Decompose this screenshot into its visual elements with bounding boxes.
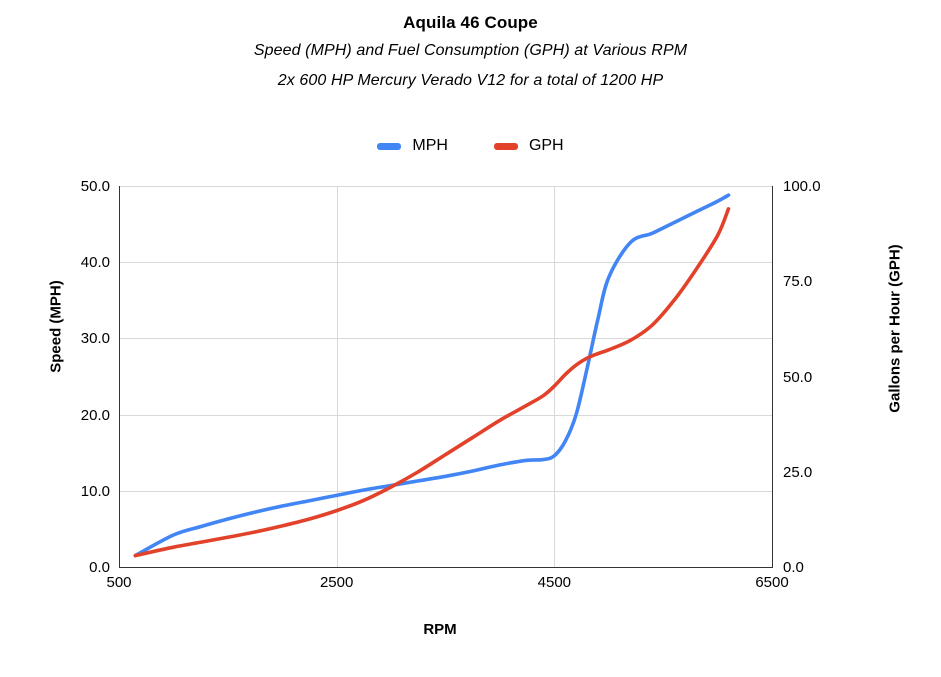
y-axis-right-tick-label: 0.0 [783,559,804,576]
chart-title: Aquila 46 Coupe [403,13,538,32]
legend-label-mph: MPH [412,137,448,154]
y-axis-left-tick-label: 30.0 [80,330,110,348]
y-axis-right-tick-label: 75.0 [783,273,813,291]
chart-legend: MPH GPH [0,138,941,154]
legend-item-mph[interactable]: MPH [377,138,448,154]
x-axis-ticks: 500 2500 4500 6500 [0,575,941,599]
x-axis-tick-label: 6500 [755,574,789,591]
x-axis-tick-label: 500 [106,574,132,591]
gridline-horizontal [119,338,773,339]
gridline-horizontal [119,491,773,492]
series-line-mph [133,193,731,558]
x-axis-tick-label: 4500 [537,574,572,591]
plot-area [119,186,773,568]
gridline-vertical [337,186,338,567]
y-axis-right-title: Gallons per Hour (GPH) [886,244,904,413]
y-axis-right-tick-label: 50.0 [783,368,813,386]
x-axis-tick-label: 2500 [319,574,354,591]
y-axis-left-tick-label: 10.0 [80,482,110,500]
y-axis-left-tick-label: 0.0 [89,559,110,576]
y-axis-right-ticks: 0.0 25.0 50.0 75.0 100.0 [783,0,873,677]
gridline-horizontal [119,415,773,416]
legend-label-gph: GPH [528,137,564,154]
y-axis-left-tick-label: 50.0 [80,178,110,195]
title-block: Aquila 46 Coupe Speed (MPH) and Fuel Con… [0,10,941,96]
legend-item-gph[interactable]: GPH [493,137,564,154]
gridline-vertical [554,186,555,567]
y-axis-left-line [119,186,120,568]
legend-swatch-gph [493,142,518,150]
legend-swatch-mph [377,142,402,150]
x-axis-title: RPM [423,621,457,638]
gridline-horizontal [119,262,773,263]
chart-subtitle-1: Speed (MPH) and Fuel Consumption (GPH) a… [253,42,688,59]
chart-subtitle-2: 2x 600 HP Mercury Verado V12 for a total… [277,72,664,89]
y-axis-left-ticks: 0.0 10.0 20.0 30.0 40.0 50.0 [20,0,110,677]
y-axis-left-tick-label: 40.0 [80,254,110,272]
x-axis-line [119,567,773,568]
y-axis-left-tick-label: 20.0 [80,406,110,424]
gridline-horizontal [119,186,773,187]
series-line-gph [133,207,731,558]
y-axis-right-tick-label: 100.0 [783,178,821,195]
series-lines [133,193,731,558]
y-axis-left-title: Speed (MPH) [47,280,65,373]
y-axis-right-tick-label: 25.0 [783,463,813,481]
y-axis-right-line [772,186,773,568]
